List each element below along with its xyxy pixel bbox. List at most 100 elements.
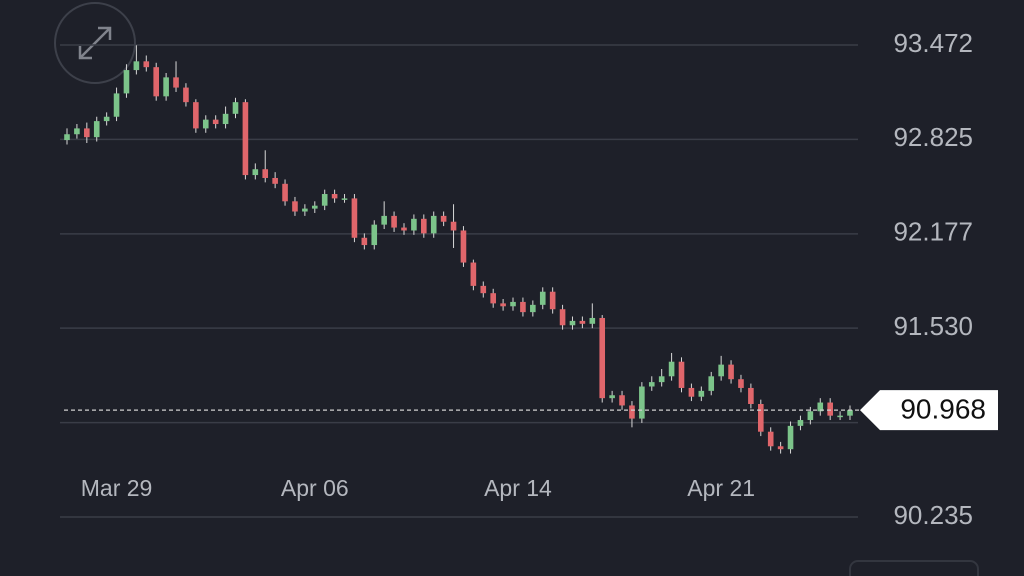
candle: [183, 83, 189, 107]
candle-body: [391, 215, 397, 228]
candle: [440, 211, 447, 227]
candle-body: [619, 395, 625, 406]
candle-body: [520, 301, 526, 313]
candle-body: [163, 77, 169, 97]
candle-body: [579, 320, 586, 324]
candle: [629, 401, 635, 428]
candle: [510, 297, 516, 311]
candle-body: [341, 198, 348, 200]
candle-body: [510, 301, 516, 307]
candle: [133, 45, 140, 75]
y-tick-label: 92.825: [893, 122, 973, 152]
candle: [530, 300, 536, 317]
candle-body: [658, 376, 665, 383]
candle: [311, 201, 318, 213]
candle-body: [549, 291, 556, 310]
candle: [262, 150, 269, 183]
candle: [579, 316, 586, 329]
candle: [163, 72, 169, 101]
candle-body: [74, 128, 80, 135]
x-tick-label: Apr 14: [484, 475, 552, 501]
candle: [757, 399, 764, 437]
candles: [64, 45, 853, 454]
candle-body: [440, 215, 447, 222]
candle-body: [331, 194, 338, 199]
candle: [688, 383, 695, 402]
candle-body: [193, 102, 199, 129]
candle-body: [242, 102, 249, 176]
candle-body: [212, 119, 219, 125]
candle-body: [252, 169, 259, 176]
expand-button[interactable]: [54, 2, 136, 84]
candle: [609, 390, 615, 403]
candle: [421, 214, 427, 238]
candle: [282, 179, 288, 206]
candle-body: [728, 364, 734, 380]
candle-body: [351, 198, 358, 238]
candle: [331, 189, 338, 203]
candle-body: [430, 215, 437, 234]
candle-body: [93, 121, 100, 138]
last-price-tag: [860, 390, 998, 431]
candle: [500, 299, 506, 311]
candle: [450, 204, 457, 248]
candle-body: [847, 410, 853, 416]
x-tick-label: Apr 06: [281, 475, 349, 501]
grid: [60, 44, 858, 518]
candle: [738, 374, 744, 393]
candle-body: [530, 304, 536, 313]
candle: [728, 360, 734, 384]
candle-body: [401, 227, 407, 231]
candle: [292, 196, 298, 216]
candle: [252, 163, 259, 180]
candle: [777, 441, 784, 454]
last-price-label: 90.968: [900, 394, 986, 425]
candle: [153, 62, 160, 101]
candle-body: [817, 402, 824, 412]
candle-body: [321, 194, 328, 206]
candle-body: [738, 379, 744, 388]
candle-body: [668, 361, 675, 377]
candle-body: [173, 77, 179, 88]
candle: [827, 398, 833, 421]
candle-body: [767, 431, 774, 447]
candle-body: [411, 218, 417, 231]
candle-body: [599, 317, 606, 399]
candle-body: [292, 201, 298, 212]
candle: [361, 233, 368, 250]
candle: [569, 316, 576, 330]
control-box[interactable]: [849, 560, 979, 576]
candle-body: [183, 87, 189, 103]
candle: [212, 115, 219, 129]
candle-body: [748, 387, 754, 404]
candle: [143, 55, 150, 72]
y-tick-label: 93.472: [893, 28, 973, 58]
candle: [272, 172, 278, 189]
candle-body: [480, 285, 487, 294]
candle: [64, 128, 70, 145]
candle-body: [698, 390, 705, 397]
candle-body: [371, 224, 378, 246]
y-tick-label: 92.177: [893, 217, 973, 247]
candle: [718, 355, 724, 381]
candle: [490, 288, 496, 308]
candle: [74, 124, 80, 139]
candle: [113, 87, 120, 122]
candle: [84, 122, 90, 143]
candle-body: [302, 208, 308, 212]
candle-body: [688, 387, 695, 397]
candle-body: [282, 183, 288, 202]
candle-body: [311, 205, 318, 209]
candle: [302, 204, 308, 216]
candle: [559, 304, 566, 330]
y-tick-label: 91.530: [893, 311, 973, 341]
x-tick-label: Mar 29: [81, 475, 153, 501]
candle: [520, 297, 526, 317]
candle-body: [500, 303, 506, 307]
candle: [103, 112, 110, 126]
candle: [222, 106, 229, 129]
candle: [430, 211, 437, 238]
candle-body: [123, 70, 130, 94]
